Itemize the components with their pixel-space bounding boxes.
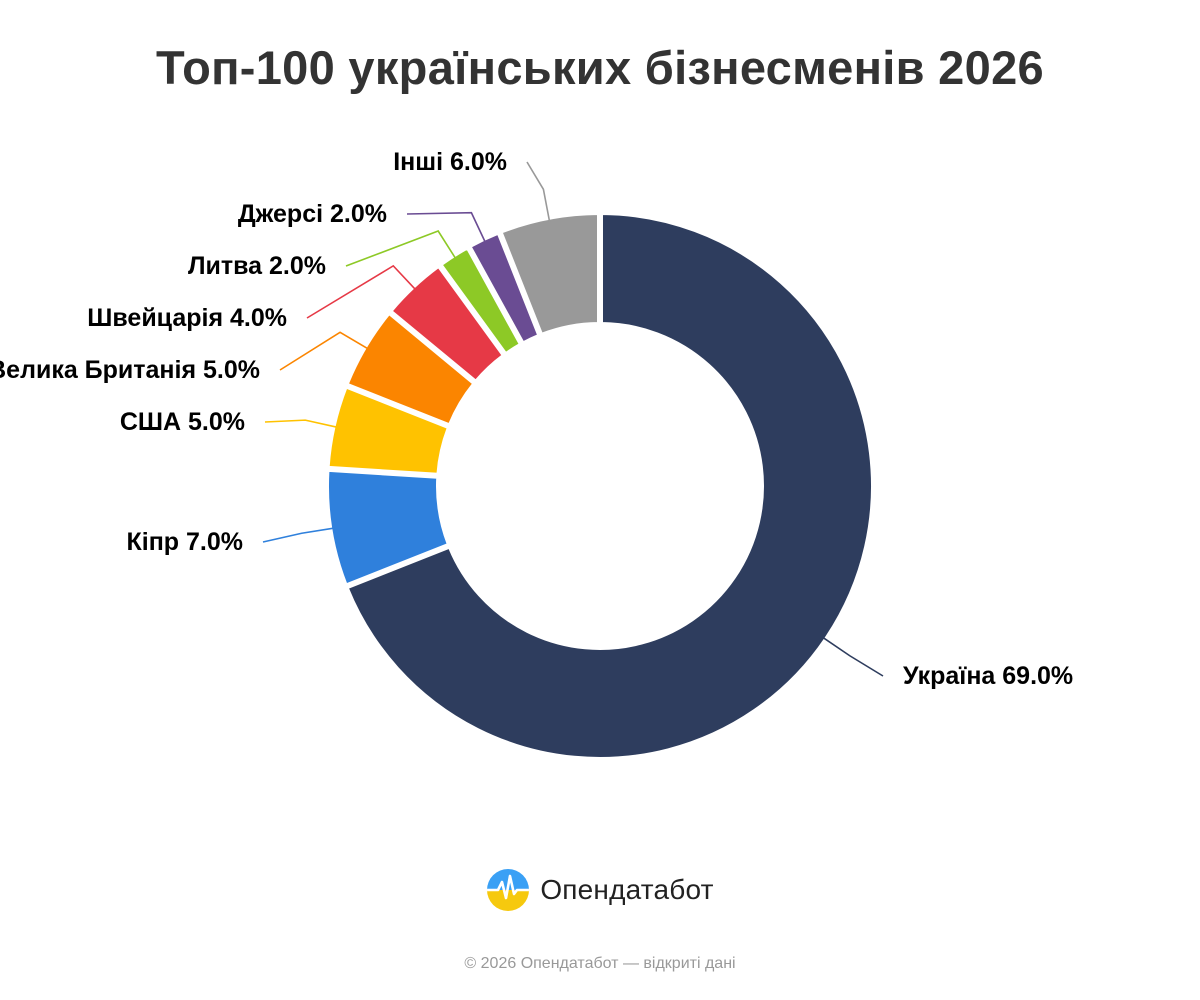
slice-1	[346, 213, 873, 759]
slice-7	[469, 232, 540, 344]
slice-label-7: Джерсі 2.0%	[238, 200, 387, 228]
slice-3	[327, 386, 449, 475]
leader-line-8	[526, 161, 551, 222]
slice-label-3: США 5.0%	[120, 408, 245, 436]
opendatabot-logo-icon	[487, 869, 530, 911]
leader-line-1	[822, 636, 884, 677]
slice-label-5: Швейцарія 4.0%	[87, 304, 287, 332]
slice-label-6: Литва 2.0%	[188, 252, 326, 280]
slice-5	[390, 266, 504, 382]
slice-label-1: Україна 69.0%	[903, 662, 1073, 690]
slice-label-4: Велика Британія 5.0%	[0, 356, 260, 384]
slice-6	[440, 247, 521, 354]
slice-label-2: Кіпр 7.0%	[126, 528, 243, 556]
leader-line-2	[262, 527, 335, 543]
leader-line-7	[406, 211, 487, 243]
slice-label-8: Інші 6.0%	[393, 148, 507, 176]
slice-8	[500, 213, 599, 335]
slice-4	[346, 313, 475, 426]
leader-line-4	[279, 331, 369, 371]
leader-line-6	[345, 230, 457, 267]
brand: Опендатабот	[0, 868, 1200, 912]
chart-title: Топ-100 українських бізнесменів 2026	[156, 41, 1044, 94]
brand-name: Опендатабот	[540, 874, 714, 905]
slice-2	[327, 469, 449, 586]
leader-line-3	[264, 419, 338, 429]
leader-line-5	[306, 264, 417, 319]
footer-copyright: © 2026 Опендатабот — відкриті дані	[464, 955, 736, 972]
